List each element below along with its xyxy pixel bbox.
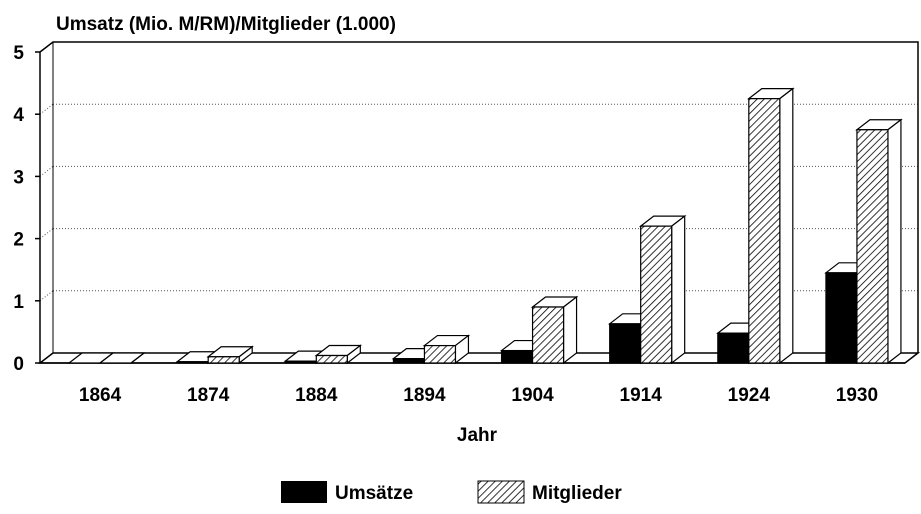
gridline-side bbox=[39, 166, 54, 177]
axis-labels: 0 1 2 3 4 5 1864 1874 1884 1894 1904 1914 1924 1930 bbox=[13, 43, 878, 406]
bar-side bbox=[671, 214, 686, 365]
bar-mitglieder bbox=[422, 334, 471, 365]
x-tick-label: 1864 bbox=[79, 385, 122, 406]
y-tick-label: 2 bbox=[13, 230, 24, 251]
y-tick-label: 4 bbox=[13, 105, 24, 126]
bar-mitglieder bbox=[98, 352, 146, 364]
bar-side bbox=[130, 352, 145, 364]
bar-front bbox=[640, 225, 673, 364]
bar-front bbox=[748, 98, 781, 364]
bar-mitglieder bbox=[747, 87, 795, 365]
bar-mitglieder bbox=[314, 344, 363, 365]
legend: Umsätze Mitglieder bbox=[281, 480, 622, 504]
y-tick-label: 0 bbox=[13, 354, 24, 375]
bar-front bbox=[531, 306, 565, 364]
bar-mitglieder bbox=[530, 295, 579, 365]
x-tick-label: 1930 bbox=[836, 385, 878, 406]
bar-front bbox=[856, 129, 889, 364]
bars bbox=[67, 87, 903, 365]
bar-side bbox=[779, 87, 794, 365]
bar-front bbox=[315, 354, 348, 364]
y-axis-title: Umsatz (Mio. M/RM)/Mitglieder (1.000) bbox=[56, 14, 396, 35]
bar-mitglieder bbox=[638, 214, 687, 365]
bar-front bbox=[423, 344, 457, 364]
x-tick-label: 1884 bbox=[295, 385, 338, 406]
bar-side bbox=[562, 295, 578, 365]
bar-side bbox=[887, 118, 902, 365]
legend-swatch-umsaetze bbox=[281, 481, 327, 503]
x-axis-title: Jahr bbox=[457, 425, 498, 446]
gridline-side bbox=[39, 290, 54, 302]
legend-swatch-mitglieder bbox=[477, 480, 525, 504]
y-tick-label: 3 bbox=[13, 167, 24, 188]
x-tick-label: 1874 bbox=[187, 385, 230, 406]
x-tick-label: 1914 bbox=[620, 385, 663, 406]
bar-front bbox=[392, 358, 426, 364]
bar-mitglieder bbox=[206, 345, 254, 365]
bar-front bbox=[500, 349, 534, 364]
y-tick-label: 1 bbox=[13, 292, 24, 313]
bar-front bbox=[284, 360, 317, 364]
x-tick-label: 1924 bbox=[728, 385, 771, 406]
legend-label-umsaetze: Umsätze bbox=[335, 483, 413, 504]
bar-front bbox=[609, 323, 642, 364]
x-tick-label: 1904 bbox=[511, 385, 554, 406]
legend-label-mitglieder: Mitglieder bbox=[532, 483, 622, 504]
bar-front bbox=[176, 361, 209, 364]
bar-mitglieder bbox=[855, 118, 903, 365]
gridline-side bbox=[39, 103, 54, 115]
x-tick-label: 1894 bbox=[403, 385, 446, 406]
gridline-side bbox=[39, 228, 54, 239]
y-tick-label: 5 bbox=[13, 43, 24, 64]
bar-front bbox=[717, 332, 750, 364]
bar-front bbox=[207, 356, 240, 364]
bar-front bbox=[825, 272, 858, 364]
